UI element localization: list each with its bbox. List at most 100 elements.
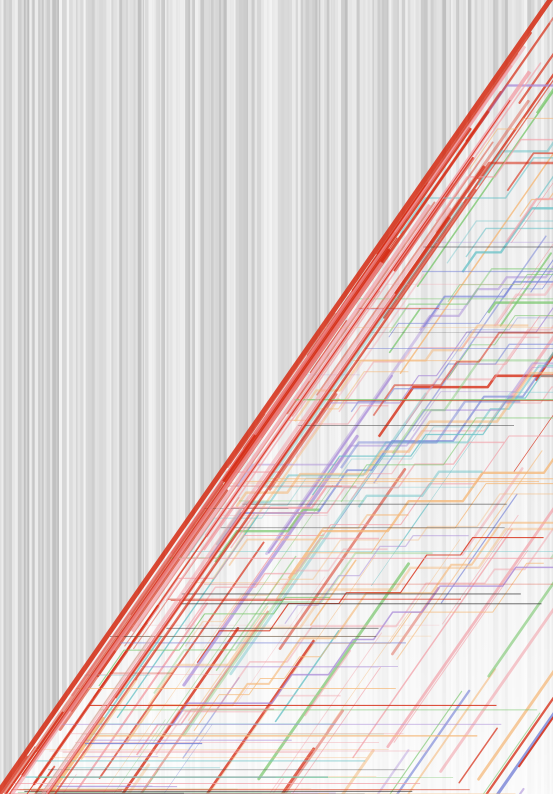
staircase-line	[465, 157, 553, 258]
stripe	[39, 0, 43, 794]
diagonal-line	[121, 627, 240, 794]
staircase-line	[155, 694, 341, 756]
staircase-line	[435, 6, 553, 222]
stripe	[88, 0, 92, 794]
stripe	[211, 0, 214, 794]
stripe	[176, 0, 178, 794]
stripe	[142, 0, 145, 794]
stripe	[29, 0, 32, 794]
stripe	[72, 0, 77, 794]
stripe	[31, 0, 33, 794]
stripe	[243, 0, 247, 794]
red-edge-line	[26, 99, 511, 794]
stripe	[62, 0, 64, 794]
staircase-line	[284, 534, 469, 625]
stripe	[200, 0, 205, 794]
diagonal-line	[304, 649, 352, 717]
diagonal-line	[76, 602, 209, 791]
stripe	[205, 0, 209, 794]
stripe	[261, 0, 264, 794]
staircase-line	[171, 566, 553, 727]
diagonal-line	[487, 562, 553, 678]
staircase-line	[479, 0, 553, 124]
stripe	[133, 0, 136, 794]
stripe	[215, 0, 220, 794]
staircase-line	[388, 186, 553, 338]
stripe	[169, 0, 173, 794]
diagonal-line	[4, 711, 64, 794]
stripe	[69, 0, 73, 794]
stripe	[213, 0, 216, 794]
diagonal-line	[485, 666, 553, 794]
stripe	[57, 0, 59, 794]
staircase-line	[236, 341, 553, 488]
stripe	[83, 0, 86, 794]
staircase-line	[147, 435, 553, 623]
stripe	[158, 0, 160, 794]
stripe	[152, 0, 155, 794]
red-edge-line	[10, 261, 384, 794]
diagonal-line	[386, 450, 553, 749]
stripe	[242, 0, 244, 794]
diagonal-line	[49, 716, 105, 794]
diagonal-line	[477, 524, 553, 781]
stripe	[27, 0, 30, 794]
stripe	[110, 0, 112, 794]
stripe	[96, 0, 100, 794]
staircase-line	[372, 302, 553, 417]
stripe	[116, 0, 120, 794]
stripe	[76, 0, 77, 794]
diagonal-line	[264, 201, 464, 486]
stripe	[25, 0, 28, 794]
staircase-line	[476, 35, 553, 180]
stripe	[127, 0, 130, 794]
stripe	[144, 0, 145, 794]
stripe	[50, 0, 53, 794]
diagonal-line	[36, 484, 224, 753]
diagonal-line	[461, 467, 524, 556]
staircase-line	[447, 273, 553, 303]
stripe	[140, 0, 142, 794]
diagonal-line	[278, 468, 407, 650]
diagonal-line	[518, 787, 525, 794]
stripe	[257, 0, 260, 794]
stripe	[195, 0, 199, 794]
staircase-line	[287, 405, 553, 579]
stripe	[17, 0, 22, 794]
stripe	[166, 0, 168, 794]
stripe	[259, 0, 262, 794]
staircase-line	[389, 181, 553, 333]
stripe	[198, 0, 201, 794]
staircase-line	[377, 322, 553, 438]
stripe	[230, 0, 234, 794]
stripe	[135, 0, 138, 794]
stripe	[233, 0, 236, 794]
stripe	[38, 0, 40, 794]
staircase-line	[184, 493, 553, 647]
red-edge-line	[253, 45, 527, 436]
red-edge-line	[134, 79, 553, 681]
stripe	[5, 0, 10, 794]
diagonal-line	[268, 393, 338, 491]
diagonal-line	[496, 146, 553, 326]
red-edge-line	[165, 62, 542, 602]
diagonal-line	[80, 678, 138, 760]
diagonal-line	[152, 484, 334, 745]
diagonal-line	[499, 252, 552, 327]
staircase-line	[184, 537, 380, 631]
diagonal-line	[396, 450, 543, 660]
red-edge-line	[113, 216, 452, 699]
staircase-line	[419, 225, 553, 331]
staircase-line	[350, 322, 553, 413]
staircase-line	[505, 120, 553, 243]
diagonal-line	[316, 141, 494, 396]
diagonal-line	[393, 157, 475, 272]
diagonal-line	[309, 559, 357, 626]
diagonal-line	[291, 290, 381, 417]
diagonal-line	[351, 185, 426, 291]
diagonal-line	[268, 632, 383, 794]
staircase-line	[98, 596, 331, 687]
diagonal-line	[513, 249, 553, 472]
diagonal-line	[396, 689, 471, 794]
